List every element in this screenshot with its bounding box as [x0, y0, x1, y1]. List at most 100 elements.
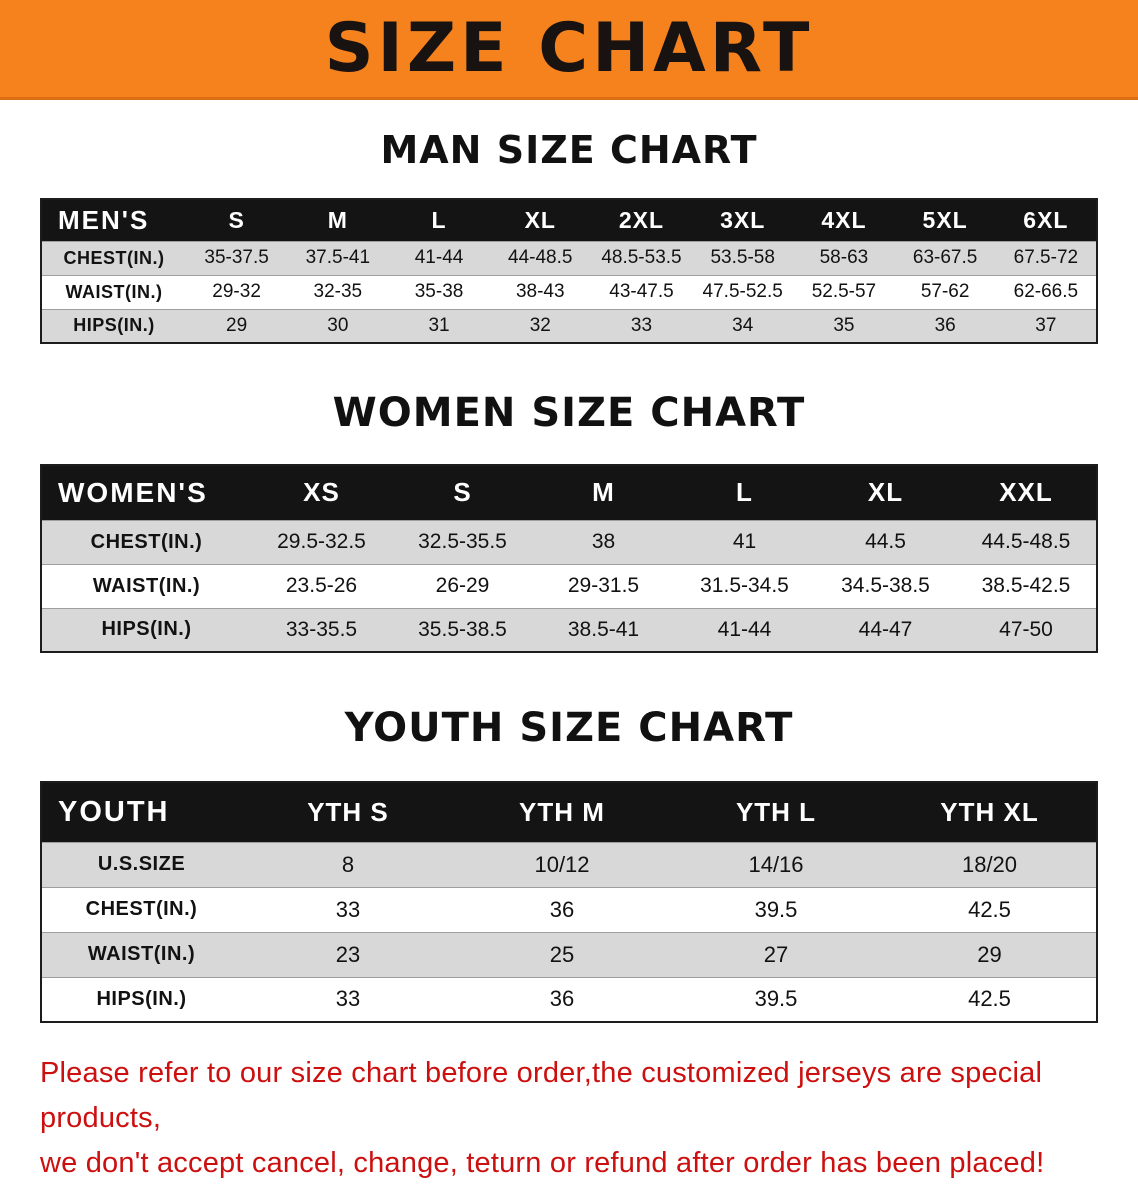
men-size-table: MEN'S S M L XL 2XL 3XL 4XL 5XL 6XL CHEST…	[40, 198, 1098, 344]
size-cell: 30	[287, 308, 389, 343]
size-cell: 33	[241, 976, 455, 1022]
men-col-header: M	[287, 199, 389, 241]
size-cell: 62-66.5	[995, 274, 1097, 309]
youth-table-title: YOUTH	[41, 782, 241, 842]
row-label: WAIST(IN.)	[41, 274, 186, 309]
disclaimer-line-2: we don't accept cancel, change, teturn o…	[40, 1146, 1045, 1179]
size-cell: 41	[674, 519, 815, 564]
size-cell: 47-50	[956, 607, 1097, 652]
size-cell: 35.5-38.5	[392, 607, 533, 652]
size-cell: 44.5-48.5	[956, 519, 1097, 564]
youth-ussize-row: U.S.SIZE 8 10/12 14/16 18/20	[41, 841, 1097, 887]
row-label: CHEST(IN.)	[41, 886, 241, 932]
men-section-heading: MAN SIZE CHART	[380, 128, 758, 172]
size-cell: 8	[241, 841, 455, 887]
men-col-header: 5XL	[894, 199, 996, 241]
youth-hips-row: HIPS(IN.) 33 36 39.5 42.5	[41, 976, 1097, 1022]
youth-col-header: YTH M	[455, 782, 669, 842]
size-cell: 29-31.5	[533, 563, 674, 608]
size-cell: 33	[590, 308, 693, 343]
size-cell: 29	[883, 931, 1097, 977]
size-cell: 14/16	[669, 841, 883, 887]
size-cell: 39.5	[669, 886, 883, 932]
size-cell: 33-35.5	[251, 607, 392, 652]
size-cell: 67.5-72	[995, 240, 1097, 275]
size-cell: 58-63	[793, 240, 895, 275]
row-label: U.S.SIZE	[41, 841, 241, 887]
size-cell: 33	[241, 886, 455, 932]
women-col-header: XS	[251, 465, 392, 520]
women-col-header: S	[392, 465, 533, 520]
size-cell: 29.5-32.5	[251, 519, 392, 564]
size-cell: 36	[455, 886, 669, 932]
men-header-row: MEN'S S M L XL 2XL 3XL 4XL 5XL 6XL	[41, 199, 1097, 241]
women-hips-row: HIPS(IN.) 33-35.5 35.5-38.5 38.5-41 41-4…	[41, 607, 1097, 652]
size-cell: 41-44	[674, 607, 815, 652]
youth-col-header: YTH L	[669, 782, 883, 842]
size-cell: 53.5-58	[692, 240, 794, 275]
size-cell: 38	[533, 519, 674, 564]
size-cell: 36	[455, 976, 669, 1022]
size-cell: 34.5-38.5	[815, 563, 956, 608]
youth-chest-row: CHEST(IN.) 33 36 39.5 42.5	[41, 886, 1097, 932]
size-cell: 52.5-57	[793, 274, 895, 309]
size-cell: 57-62	[894, 274, 996, 309]
men-col-header: 2XL	[590, 199, 693, 241]
women-col-header: M	[533, 465, 674, 520]
size-cell: 32.5-35.5	[392, 519, 533, 564]
men-col-header: L	[388, 199, 490, 241]
men-col-header: 4XL	[793, 199, 895, 241]
size-cell: 35-37.5	[186, 240, 288, 275]
page-title: SIZE CHART	[324, 8, 814, 88]
size-cell: 34	[692, 308, 794, 343]
women-chest-row: CHEST(IN.) 29.5-32.5 32.5-35.5 38 41 44.…	[41, 519, 1097, 564]
men-waist-row: WAIST(IN.) 29-32 32-35 35-38 38-43 43-47…	[41, 274, 1097, 309]
size-cell: 35	[793, 308, 895, 343]
youth-header-row: YOUTH YTH S YTH M YTH L YTH XL	[41, 782, 1097, 842]
women-table-title: WOMEN'S	[41, 465, 251, 520]
size-cell: 18/20	[883, 841, 1097, 887]
banner: SIZE CHART	[0, 0, 1138, 100]
men-col-header: XL	[489, 199, 591, 241]
women-col-header: XXL	[956, 465, 1097, 520]
men-col-header: S	[186, 199, 288, 241]
size-cell: 35-38	[388, 274, 490, 309]
size-cell: 36	[894, 308, 996, 343]
row-label: WAIST(IN.)	[41, 931, 241, 977]
size-cell: 29	[186, 308, 288, 343]
size-cell: 42.5	[883, 976, 1097, 1022]
disclaimer-text: Please refer to our size chart before or…	[40, 1051, 1100, 1186]
women-col-header: L	[674, 465, 815, 520]
size-cell: 38-43	[489, 274, 591, 309]
size-cell: 44.5	[815, 519, 956, 564]
size-cell: 39.5	[669, 976, 883, 1022]
row-label: HIPS(IN.)	[41, 976, 241, 1022]
youth-waist-row: WAIST(IN.) 23 25 27 29	[41, 931, 1097, 977]
women-header-row: WOMEN'S XS S M L XL XXL	[41, 465, 1097, 520]
men-col-header: 6XL	[995, 199, 1097, 241]
size-cell: 47.5-52.5	[692, 274, 794, 309]
size-cell: 41-44	[388, 240, 490, 275]
size-cell: 42.5	[883, 886, 1097, 932]
size-cell: 31	[388, 308, 490, 343]
women-size-table: WOMEN'S XS S M L XL XXL CHEST(IN.) 29.5-…	[40, 464, 1098, 653]
size-cell: 44-48.5	[489, 240, 591, 275]
men-chest-row: CHEST(IN.) 35-37.5 37.5-41 41-44 44-48.5…	[41, 240, 1097, 275]
size-cell: 25	[455, 931, 669, 977]
row-label: HIPS(IN.)	[41, 308, 186, 343]
row-label: CHEST(IN.)	[41, 519, 251, 564]
size-cell: 31.5-34.5	[674, 563, 815, 608]
size-cell: 63-67.5	[894, 240, 996, 275]
men-table-title: MEN'S	[41, 199, 186, 241]
men-col-header: 3XL	[692, 199, 794, 241]
size-cell: 27	[669, 931, 883, 977]
size-cell: 23.5-26	[251, 563, 392, 608]
size-cell: 29-32	[186, 274, 288, 309]
size-cell: 37.5-41	[287, 240, 389, 275]
size-cell: 48.5-53.5	[590, 240, 693, 275]
size-cell: 10/12	[455, 841, 669, 887]
row-label: WAIST(IN.)	[41, 563, 251, 608]
women-section-heading: WOMEN SIZE CHART	[332, 390, 806, 436]
size-cell: 44-47	[815, 607, 956, 652]
youth-size-table: YOUTH YTH S YTH M YTH L YTH XL U.S.SIZE …	[40, 781, 1098, 1023]
